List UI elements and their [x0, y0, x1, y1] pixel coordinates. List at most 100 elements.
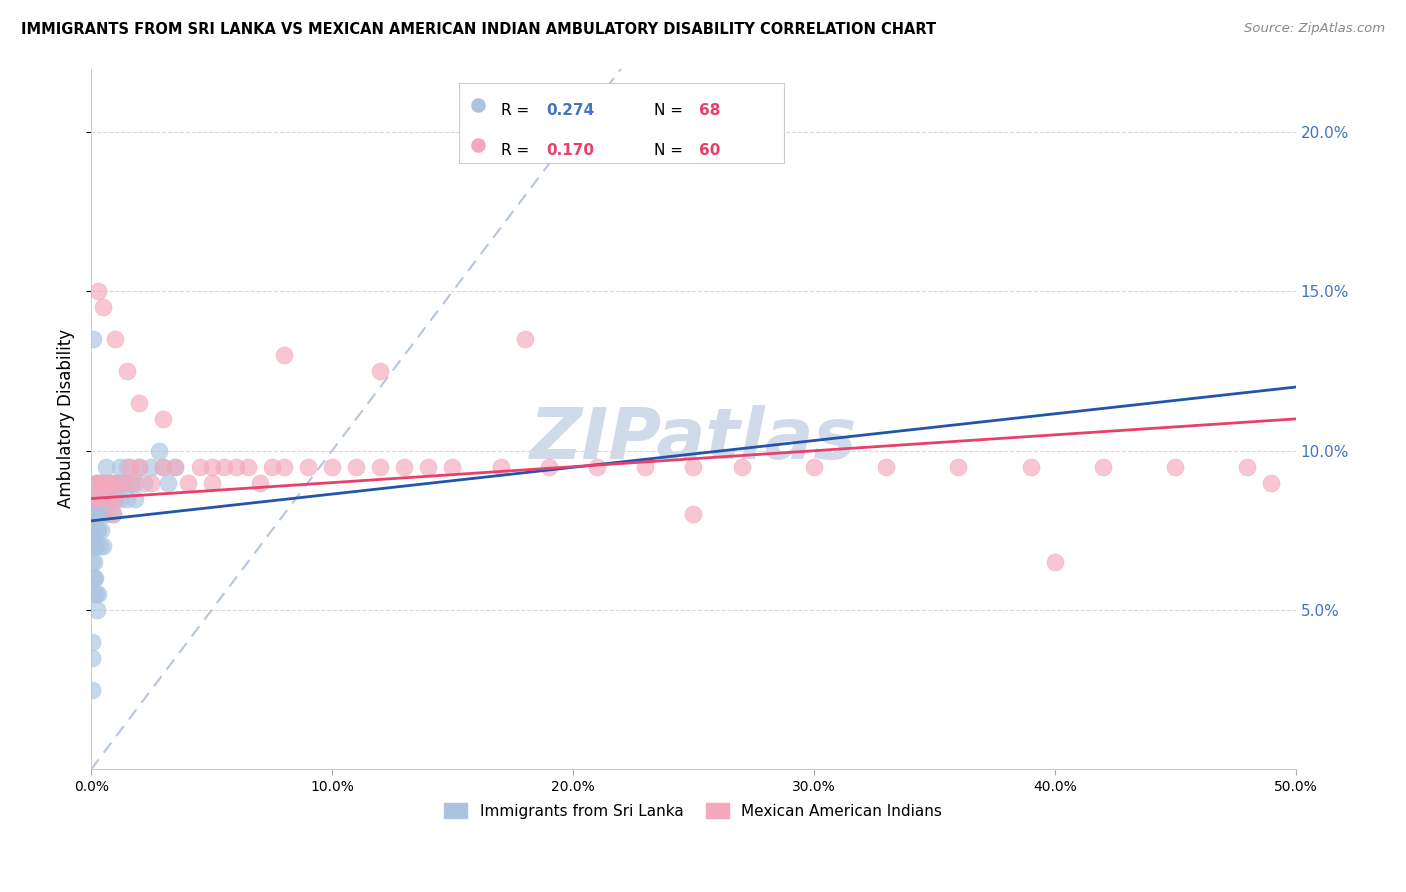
Text: IMMIGRANTS FROM SRI LANKA VS MEXICAN AMERICAN INDIAN AMBULATORY DISABILITY CORRE: IMMIGRANTS FROM SRI LANKA VS MEXICAN AME… — [21, 22, 936, 37]
Point — [114, 475, 136, 490]
Point — [84, 491, 107, 506]
Point — [91, 475, 114, 490]
Point — [101, 508, 124, 522]
Point — [394, 459, 416, 474]
Point — [1164, 459, 1187, 474]
Point — [117, 491, 139, 506]
Point — [82, 635, 104, 649]
Point — [418, 459, 440, 474]
Point — [875, 459, 897, 474]
Point — [84, 539, 107, 553]
Point — [82, 539, 104, 553]
Point — [682, 508, 704, 522]
Point — [89, 508, 111, 522]
Point — [90, 475, 112, 490]
Point — [83, 571, 105, 585]
Point — [111, 475, 134, 490]
Point — [86, 524, 108, 538]
Point — [273, 348, 295, 362]
Point — [104, 332, 127, 346]
Point — [537, 459, 560, 474]
Point — [82, 682, 104, 697]
Point — [82, 571, 104, 585]
Point — [141, 459, 163, 474]
Point — [586, 459, 609, 474]
Point — [118, 459, 141, 474]
Point — [948, 459, 970, 474]
Point — [1260, 475, 1282, 490]
Point — [101, 508, 124, 522]
Point — [97, 475, 120, 490]
Point — [87, 524, 110, 538]
Point — [91, 508, 114, 522]
Point — [84, 508, 107, 522]
Point — [90, 524, 112, 538]
Point — [82, 650, 104, 665]
Point — [236, 459, 259, 474]
Point — [118, 475, 141, 490]
Point — [188, 459, 211, 474]
Point — [100, 475, 122, 490]
Point — [368, 364, 391, 378]
Point — [124, 475, 146, 490]
Point — [128, 396, 150, 410]
Point — [128, 459, 150, 474]
Point — [121, 475, 143, 490]
Point — [94, 491, 117, 506]
Point — [82, 332, 104, 346]
Point — [297, 459, 319, 474]
Point — [141, 475, 163, 490]
Point — [225, 459, 247, 474]
Point — [91, 301, 114, 315]
Point — [100, 475, 122, 490]
Point — [97, 508, 120, 522]
Point — [152, 459, 174, 474]
Point — [84, 587, 107, 601]
Point — [108, 475, 131, 490]
Point — [273, 459, 295, 474]
Point — [200, 459, 222, 474]
Point — [83, 491, 105, 506]
Point — [128, 459, 150, 474]
Point — [1019, 459, 1042, 474]
Point — [104, 491, 127, 506]
Point — [83, 571, 105, 585]
Point — [682, 459, 704, 474]
Point — [83, 539, 105, 553]
Y-axis label: Ambulatory Disability: Ambulatory Disability — [58, 329, 75, 508]
Point — [152, 459, 174, 474]
Point — [368, 459, 391, 474]
Point — [1236, 459, 1258, 474]
Point — [83, 555, 105, 569]
Point — [86, 491, 108, 506]
Point — [513, 332, 536, 346]
Text: Source: ZipAtlas.com: Source: ZipAtlas.com — [1244, 22, 1385, 36]
Point — [489, 459, 512, 474]
Point — [107, 475, 129, 490]
Point — [84, 475, 107, 490]
Point — [90, 491, 112, 506]
Point — [90, 475, 112, 490]
Point — [89, 539, 111, 553]
Point — [83, 508, 105, 522]
Point — [83, 539, 105, 553]
Point — [108, 459, 131, 474]
Point — [441, 459, 464, 474]
Point — [86, 603, 108, 617]
Point — [212, 459, 235, 474]
Point — [165, 459, 187, 474]
Point — [101, 475, 124, 490]
Point — [104, 475, 127, 490]
Point — [82, 524, 104, 538]
Point — [249, 475, 271, 490]
Point — [634, 459, 657, 474]
Point — [200, 475, 222, 490]
Point — [91, 539, 114, 553]
Point — [91, 475, 114, 490]
Point — [94, 459, 117, 474]
Point — [87, 491, 110, 506]
Point — [82, 555, 104, 569]
Point — [165, 459, 187, 474]
Point — [1091, 459, 1114, 474]
Legend: Immigrants from Sri Lanka, Mexican American Indians: Immigrants from Sri Lanka, Mexican Ameri… — [439, 797, 949, 825]
